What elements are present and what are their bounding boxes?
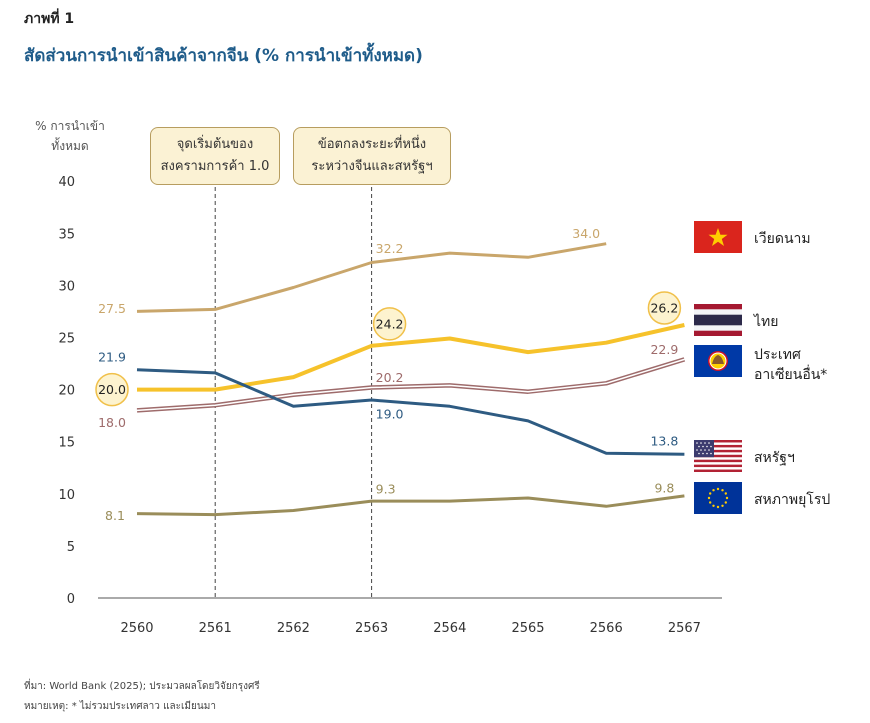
y-tick-label: 15 (58, 436, 75, 451)
series-line (137, 323, 685, 392)
legend-label: สหรัฐฯ (754, 450, 795, 466)
y-axis-label: % การนำเข้า ทั้งหมด (30, 116, 110, 156)
legend-label: สหภาพยุโรป (754, 492, 831, 508)
x-tick-label: 2563 (355, 621, 388, 636)
trade-war-callout: จุดเริ่มต้นของ สงครามการค้า 1.0 (150, 127, 280, 185)
legend-label-line2: อาเซียนอื่น* (754, 367, 828, 383)
x-tick-label: 2560 (120, 621, 153, 636)
data-label: 21.9 (98, 349, 126, 364)
legend-label: เวียดนาม (754, 231, 811, 247)
asean-flag-icon (694, 345, 742, 377)
data-label: 20.0 (98, 382, 126, 397)
x-tick-label: 2562 (277, 621, 310, 636)
data-label: 27.5 (98, 301, 126, 316)
data-label: 32.2 (376, 241, 404, 256)
y-tick-label: 35 (58, 227, 75, 242)
legend-label: ประเทศ อาเซียนอื่น* (754, 345, 827, 385)
series-line (136, 494, 685, 517)
callout-line1: ข้อตกลงระยะที่หนึ่ง (317, 137, 427, 152)
y-tick-label: 0 (67, 592, 75, 607)
usa-flag-icon (694, 440, 742, 472)
x-tick-label: 2564 (433, 621, 466, 636)
y-tick-label: 20 (58, 384, 75, 399)
legend-label: ไทย (754, 314, 779, 330)
data-label: 13.8 (650, 434, 678, 449)
x-tick-label: 2566 (590, 621, 623, 636)
data-label-circle (95, 372, 129, 407)
figure-label: ภาพที่ 1 (24, 11, 75, 27)
vietnam-flag-icon (694, 221, 742, 253)
source-note: ที่มา: World Bank (2025); ประมวลผลโดยวิจ… (24, 681, 260, 692)
data-label: 24.2 (376, 316, 404, 331)
data-label: 9.8 (654, 480, 674, 495)
series-line (136, 368, 685, 456)
series-line (136, 242, 607, 313)
x-tick-label: 2565 (511, 621, 544, 636)
y-axis-label-line1: % การนำเข้า (35, 119, 105, 133)
legend-label-line1: ประเทศ (754, 347, 801, 363)
callout-line2: สงครามการค้า 1.0 (160, 159, 270, 174)
callout-line1: จุดเริ่มต้นของ (176, 137, 254, 152)
y-tick-label: 25 (58, 332, 75, 347)
data-label: 18.0 (98, 415, 126, 430)
data-label: 22.9 (650, 342, 678, 357)
data-label: 8.1 (105, 508, 125, 523)
data-label-circle (647, 291, 682, 325)
data-label: 26.2 (650, 300, 678, 315)
data-label-circle (372, 307, 407, 341)
data-label: 9.3 (376, 482, 396, 497)
data-label: 20.2 (376, 370, 404, 385)
y-tick-label: 5 (67, 540, 75, 555)
data-label: 19.0 (376, 407, 404, 422)
y-tick-label: 10 (58, 488, 75, 503)
y-tick-label: 40 (58, 175, 75, 190)
phase-one-deal-callout: ข้อตกลงระยะที่หนึ่ง ระหว่างจีนและสหรัฐฯ (293, 127, 451, 185)
data-label: 34.0 (572, 226, 600, 241)
eu-flag-icon (694, 482, 742, 514)
callout-line2: ระหว่างจีนและสหรัฐฯ (311, 159, 433, 174)
x-tick-label: 2561 (199, 621, 232, 636)
thailand-flag-icon (694, 304, 742, 336)
y-axis-label-line2: ทั้งหมด (51, 139, 89, 153)
footnote: หมายเหตุ: * ไม่รวมประเทศลาว และเมียนมา (24, 701, 216, 712)
x-tick-label: 2567 (668, 621, 701, 636)
chart-title: สัดส่วนการนำเข้าสินค้าจากจีน (% การนำเข้… (24, 46, 423, 66)
y-tick-label: 30 (58, 279, 75, 294)
series-line (136, 358, 685, 412)
